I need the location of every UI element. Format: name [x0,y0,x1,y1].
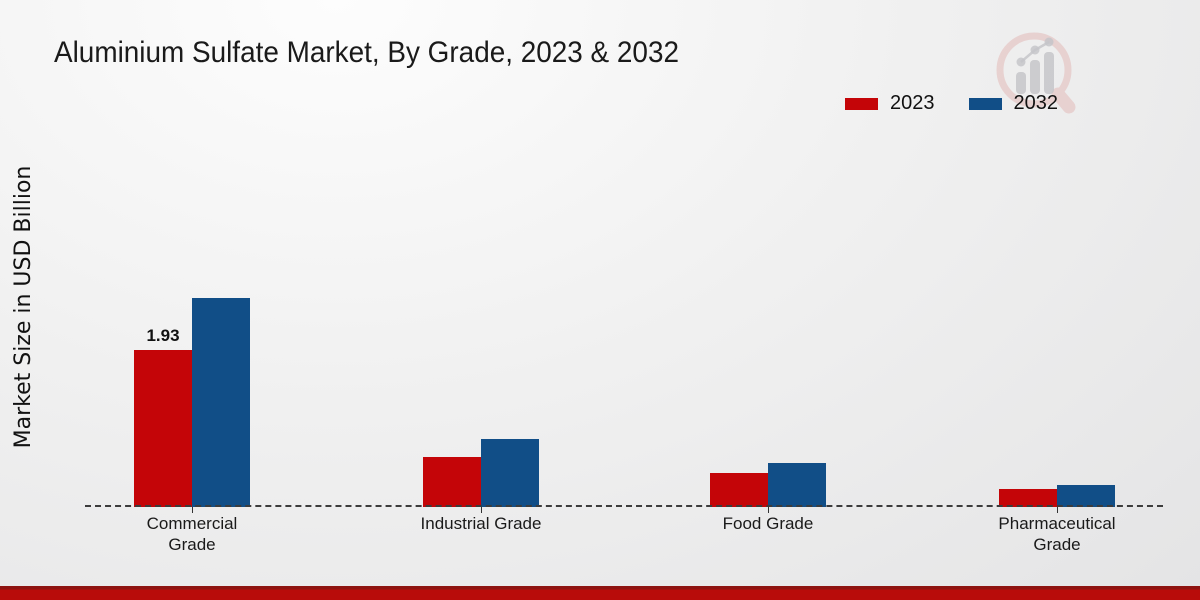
footer-accent-bar [0,586,1200,600]
page-title: Aluminium Sulfate Market, By Grade, 2023… [54,36,726,70]
legend: 2023 2032 [845,92,1058,115]
x-tick-food-grade [768,507,769,513]
legend-label-2023: 2023 [890,92,935,114]
category-label-food-grade: Food Grade [722,514,814,533]
bar-2032-industrial-grade [481,439,539,507]
category-label-industrial-grade: Industrial Grade [420,514,542,533]
bar-2023-industrial-grade [423,457,481,507]
legend-item-2023: 2023 [845,92,935,115]
x-tick-industrial-grade [481,507,482,513]
legend-swatch-2032 [968,97,1002,110]
magnifier-bar-chart-logo-icon [996,32,1076,114]
bar-2032-food-grade [768,463,826,507]
x-tick-commercial-grade [192,507,193,513]
bar-2023-pharmaceutical-grade [999,489,1057,507]
legend-item-2032: 2032 [968,92,1059,115]
bar-2023-food-grade [710,473,768,507]
x-tick-pharmaceutical-grade [1057,507,1058,513]
value-label-2023-commercial-grade: 1.93 [146,326,180,345]
bar-2032-commercial-grade [192,298,250,507]
bar-2032-pharmaceutical-grade [1057,485,1115,507]
legend-swatch-2023 [845,97,878,110]
category-label-pharmaceutical-grade: Pharmaceutical Grade [998,514,1116,554]
x-axis-baseline [85,505,1163,507]
category-label-commercial-grade: Commercial Grade [146,514,238,554]
bar-2023-commercial-grade [134,350,192,507]
page-title-text: Aluminium Sulfate Market, By Grade, 2023… [54,36,679,69]
legend-label-2032: 2032 [1013,92,1059,114]
